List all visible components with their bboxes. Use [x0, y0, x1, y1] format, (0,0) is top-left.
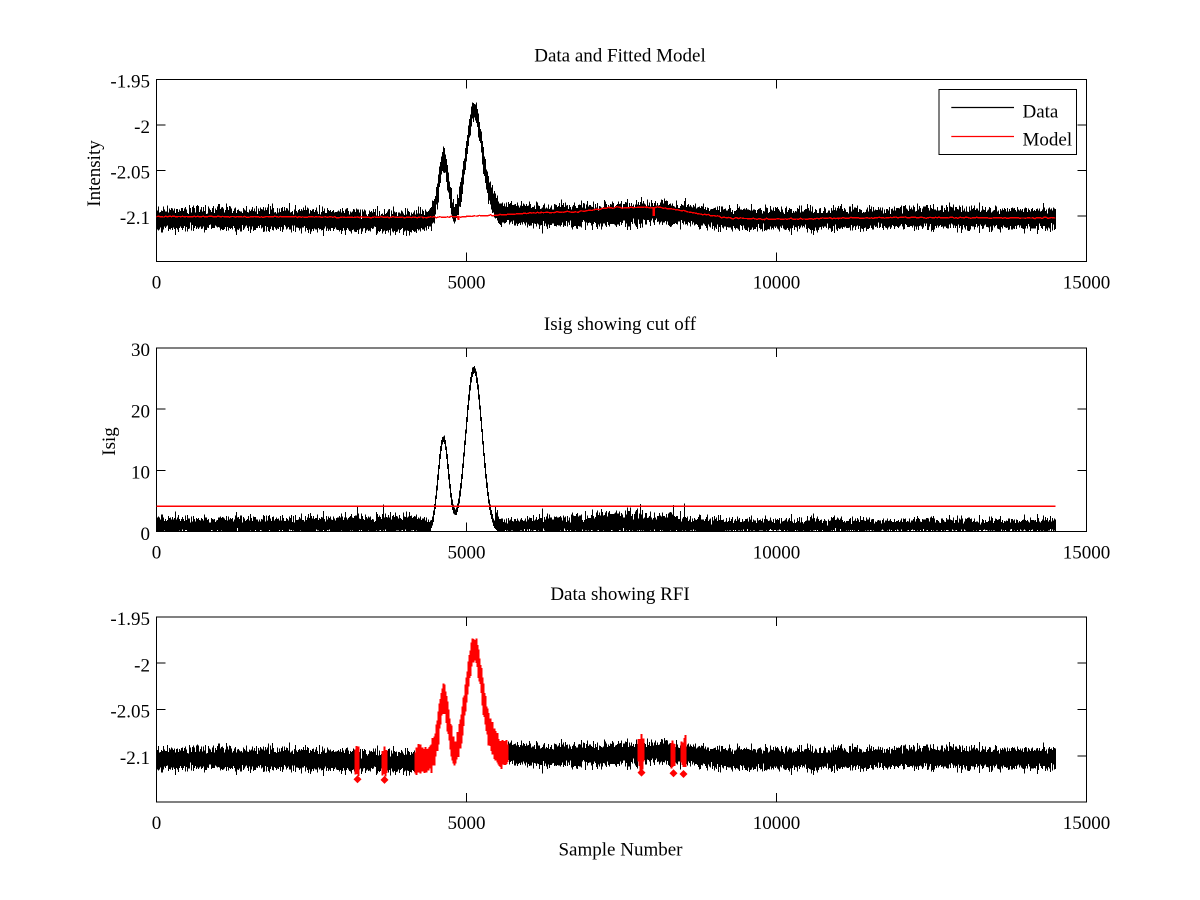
svg-text:-2.1: -2.1 — [120, 748, 150, 769]
svg-text:-2: -2 — [134, 117, 150, 138]
svg-text:10000: 10000 — [753, 813, 801, 834]
svg-text:-2.05: -2.05 — [110, 163, 150, 184]
svg-text:0: 0 — [141, 524, 151, 545]
svg-text:Data showing RFI: Data showing RFI — [550, 584, 689, 605]
svg-text:0: 0 — [152, 273, 162, 294]
svg-text:0: 0 — [152, 813, 162, 834]
svg-text:Isig showing cut off: Isig showing cut off — [544, 314, 697, 335]
svg-text:10000: 10000 — [753, 273, 801, 294]
svg-text:30: 30 — [131, 340, 150, 361]
svg-text:5000: 5000 — [448, 273, 486, 294]
svg-text:-1.95: -1.95 — [110, 72, 150, 93]
svg-text:15000: 15000 — [1063, 813, 1111, 834]
svg-text:Isig: Isig — [99, 427, 120, 456]
svg-text:5000: 5000 — [448, 813, 486, 834]
svg-text:15000: 15000 — [1063, 273, 1111, 294]
svg-text:5000: 5000 — [448, 543, 486, 564]
svg-text:-2.1: -2.1 — [120, 208, 150, 229]
svg-text:-1.95: -1.95 — [110, 609, 150, 630]
svg-text:10: 10 — [131, 463, 150, 484]
svg-text:20: 20 — [131, 401, 150, 422]
svg-text:Data: Data — [1023, 102, 1059, 123]
svg-text:-2.05: -2.05 — [110, 702, 150, 723]
svg-text:-2: -2 — [134, 656, 150, 677]
svg-text:Data and Fitted Model: Data and Fitted Model — [534, 46, 706, 67]
svg-text:0: 0 — [152, 543, 162, 564]
svg-text:Intensity: Intensity — [84, 140, 105, 207]
svg-text:Model: Model — [1023, 130, 1073, 151]
svg-text:15000: 15000 — [1063, 543, 1111, 564]
svg-text:10000: 10000 — [753, 543, 801, 564]
svg-text:Sample Number: Sample Number — [558, 840, 683, 861]
